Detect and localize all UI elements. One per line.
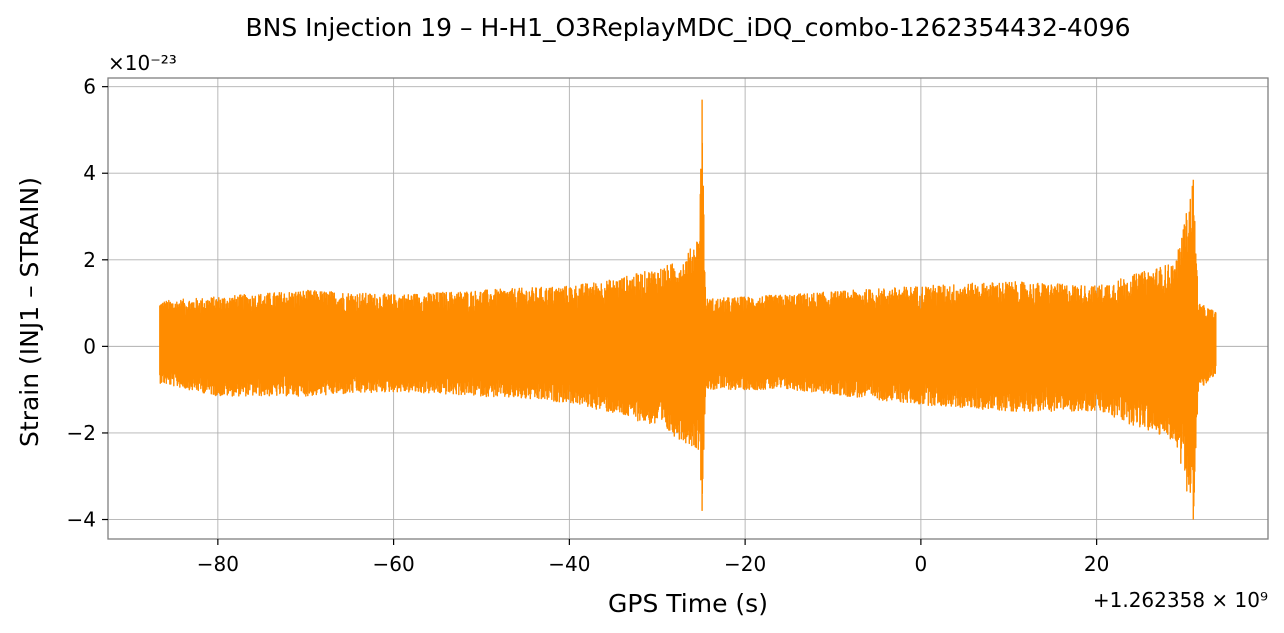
y-tick-label: 0 <box>83 334 96 358</box>
plot-frame <box>107 77 1269 540</box>
y-tick-label: −4 <box>67 508 96 532</box>
x-axis-label: GPS Time (s) <box>608 589 768 618</box>
x-tick-label: −40 <box>548 552 590 576</box>
y-scale-label: ×10⁻²³ <box>108 51 177 75</box>
y-tick-label: −2 <box>67 421 96 445</box>
x-offset-label: +1.262358 × 10⁹ <box>1093 588 1268 612</box>
x-tick-label: 20 <box>1084 552 1109 576</box>
x-tick-label: −60 <box>372 552 414 576</box>
x-tick-label: −80 <box>197 552 239 576</box>
y-axis-label: Strain (INJ1 – STRAIN) <box>15 177 44 447</box>
series-strain-line <box>159 99 1217 520</box>
x-tick-label: 0 <box>915 552 928 576</box>
y-tick-label: 4 <box>83 161 96 185</box>
y-tick-label: 2 <box>83 248 96 272</box>
chart-title: BNS Injection 19 – H-H1_O3ReplayMDC_iDQ_… <box>245 13 1130 42</box>
x-tick-label: −20 <box>724 552 766 576</box>
y-tick-label: 6 <box>83 75 96 99</box>
